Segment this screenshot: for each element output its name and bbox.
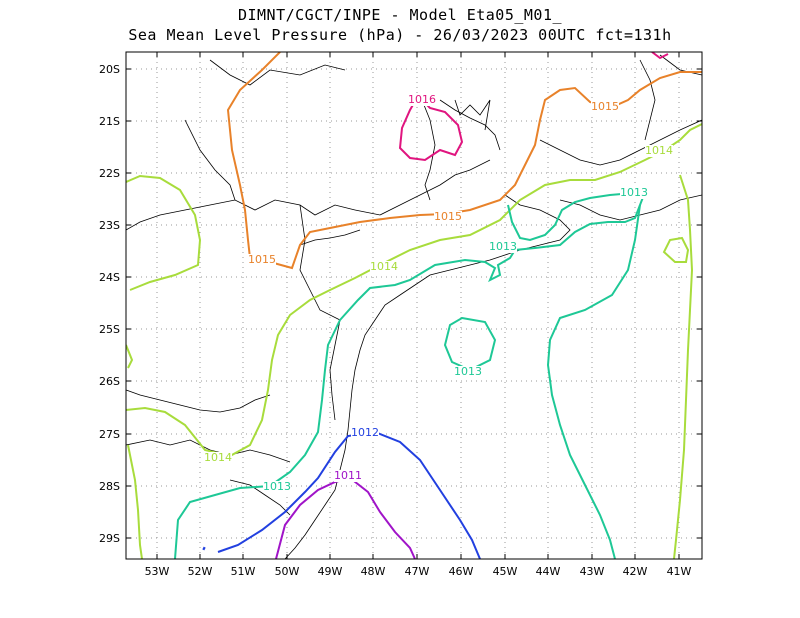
lon-tick-label: 48W — [361, 565, 386, 578]
isobar-label-text: 1013 — [454, 365, 482, 378]
isobar-1014 — [673, 174, 694, 559]
isobar-label-1016: 1016 — [408, 93, 436, 106]
axis-ticks — [126, 52, 702, 559]
isobar-label-text: 1012 — [351, 426, 379, 439]
lon-tick-label: 51W — [231, 565, 256, 578]
isobar-label-text: 1014 — [370, 260, 398, 273]
isobar-label-text: 1011 — [334, 469, 362, 482]
lon-tick-label: 45W — [493, 565, 518, 578]
lat-tick-label: 21S — [99, 115, 120, 128]
isobar-label-text: 1015 — [591, 100, 619, 113]
lon-tick-label: 52W — [188, 565, 213, 578]
isobar-label-text: 1015 — [434, 210, 462, 223]
isobar-label-text: 1013 — [620, 186, 648, 199]
isobar-1013 — [443, 316, 497, 372]
lat-tick-label: 27S — [99, 428, 120, 441]
isobar-label-1013: 1013 — [620, 186, 648, 199]
isobar-1014 — [126, 174, 202, 291]
isobar-label-background — [370, 261, 398, 273]
isobar-1016 — [651, 52, 669, 60]
lon-tick-label: 46W — [449, 565, 474, 578]
isobar-label-text: 1013 — [263, 480, 291, 493]
lat-tick-label: 20S — [99, 63, 120, 76]
lon-tick-label: 47W — [405, 565, 430, 578]
isobar-label-1011: 1011 — [334, 469, 362, 482]
isobar-1014 — [662, 236, 690, 263]
isobar-label-1013: 1013 — [263, 480, 291, 493]
isobar-label-1014: 1014 — [645, 144, 673, 157]
isobar-label-text: 1015 — [248, 253, 276, 266]
lon-tick-label: 41W — [667, 565, 692, 578]
isobar-label-1014: 1014 — [370, 260, 398, 273]
isobar-label-background — [351, 427, 379, 439]
isobar-label-text: 1013 — [489, 240, 517, 253]
axis-tick-labels: 53W 52W 51W 50W 49W 48W 47W 46W 45W 44W 43W 42W 41W 2… — [99, 63, 692, 578]
lon-tick-label: 53W — [145, 565, 170, 578]
lat-tick-label: 29S — [99, 532, 120, 545]
isobar-label-background — [434, 211, 462, 223]
isobar-label-1014: 1014 — [204, 451, 232, 464]
isobar-1014 — [127, 444, 143, 559]
isobar-label-1013: 1013 — [489, 240, 517, 253]
isobar-label-background — [204, 452, 232, 464]
isobars — [126, 52, 702, 559]
isobar-label-1015: 1015 — [591, 100, 619, 113]
isobar-label-background — [248, 254, 276, 266]
lon-tick-label: 44W — [536, 565, 561, 578]
lat-tick-label: 23S — [99, 219, 120, 232]
isobar-1016 — [398, 95, 464, 162]
map-gridlines — [126, 52, 702, 559]
isobar-label-background — [645, 145, 673, 157]
isobar-1012 — [202, 546, 206, 551]
map-subtitle: Sea Mean Level Pressure (hPa) - 26/03/20… — [128, 26, 672, 44]
isobar-label-background — [454, 366, 482, 378]
lat-tick-label: 22S — [99, 167, 120, 180]
lat-tick-label: 24S — [99, 271, 120, 284]
isobar-1013 — [546, 204, 641, 559]
lon-tick-label: 50W — [275, 565, 300, 578]
isobar-1014 — [126, 344, 134, 369]
plot-frame — [125, 51, 703, 560]
lat-tick-label: 26S — [99, 375, 120, 388]
lon-tick-label: 43W — [580, 565, 605, 578]
isobar-label-background — [408, 94, 436, 106]
coastline-and-borders — [126, 54, 702, 559]
lat-tick-label: 28S — [99, 480, 120, 493]
isobar-label-background — [591, 101, 619, 113]
isobar-label-background — [263, 481, 291, 493]
isobar-labels: 1016 1015 1015 1015 1014 1014 1014 1013 1013 1013… — [204, 93, 673, 493]
isobar-label-1012: 1012 — [351, 426, 379, 439]
isobar-1012 — [217, 430, 481, 559]
lat-tick-label: 25S — [99, 323, 120, 336]
isobar-label-text: 1014 — [645, 144, 673, 157]
isobar-label-1015: 1015 — [248, 253, 276, 266]
isobar-label-text: 1016 — [408, 93, 436, 106]
map-title: DIMNT/CGCT/INPE - Model Eta05_M01_ — [237, 6, 563, 24]
lon-tick-label: 49W — [318, 565, 343, 578]
isobar-1011 — [275, 476, 416, 559]
isobar-label-background — [620, 187, 648, 199]
isobar-1013 — [174, 190, 647, 559]
isobar-label-background — [334, 470, 362, 482]
isobar-label-background — [489, 241, 517, 253]
isobar-label-1015: 1015 — [434, 210, 462, 223]
isobar-label-text: 1014 — [204, 451, 232, 464]
lon-tick-label: 42W — [623, 565, 648, 578]
isobar-label-1013: 1013 — [454, 365, 482, 378]
